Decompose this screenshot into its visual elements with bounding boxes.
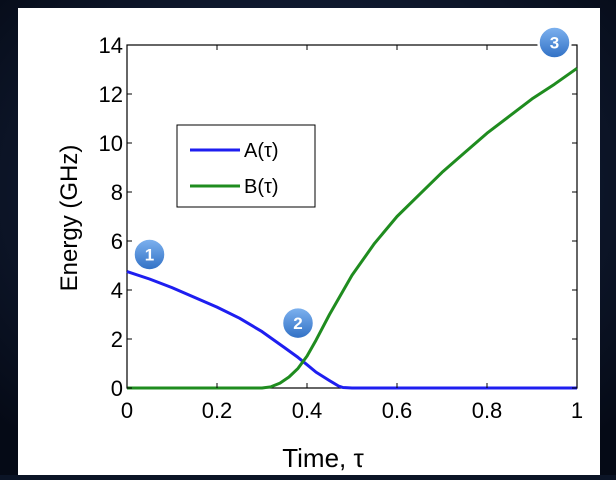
axes-frame xyxy=(126,44,578,389)
marker-number: 3 xyxy=(550,34,559,53)
x-tick-label: 0 xyxy=(121,398,133,423)
x-tick-label: 0.6 xyxy=(382,398,413,423)
y-tick-label: 14 xyxy=(99,33,123,58)
legend-label-b: B(τ) xyxy=(244,176,279,198)
x-axis-label: Time, τ xyxy=(282,443,364,473)
y-axis-label: Energy (GHz) xyxy=(56,145,83,292)
plot-area xyxy=(126,44,578,389)
y-tick-label: 8 xyxy=(111,180,123,205)
legend-box xyxy=(176,124,316,208)
y-tick-label: 2 xyxy=(111,327,123,352)
y-tick-label: 0 xyxy=(111,376,123,401)
marker-circle xyxy=(537,25,572,60)
legend: A(τ) B(τ) xyxy=(176,124,316,208)
series-line-a xyxy=(126,270,577,390)
y-tick-label: 6 xyxy=(111,229,123,254)
marker-number: 2 xyxy=(293,314,302,333)
y-tick-label: 12 xyxy=(99,82,123,107)
x-tick-label: 1 xyxy=(571,398,583,423)
y-tick-label: 10 xyxy=(99,131,123,156)
marker-circle xyxy=(132,237,167,272)
x-tick-label: 0.8 xyxy=(472,398,503,423)
marker-circle xyxy=(280,305,316,341)
marker-number: 1 xyxy=(145,245,154,264)
annotation-markers: 1 2 3 xyxy=(132,25,572,341)
x-tick-label: 0.4 xyxy=(292,398,323,423)
x-tick-label: 0.2 xyxy=(202,398,233,423)
series-line-b xyxy=(127,67,578,390)
legend-label-a: A(τ) xyxy=(244,140,279,162)
y-tick-label: 4 xyxy=(111,278,123,303)
series-layer xyxy=(126,67,578,390)
